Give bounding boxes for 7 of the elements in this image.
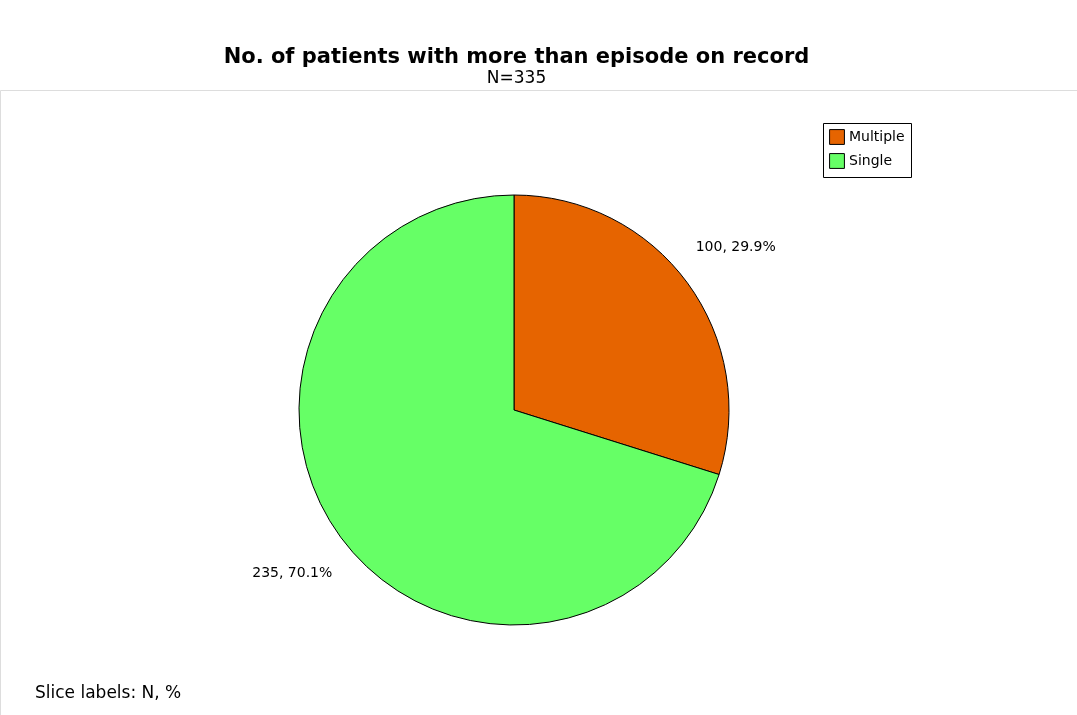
data-label: 235, 70.1%: [252, 563, 333, 580]
text: Slice labels: N, %: [35, 682, 182, 702]
legend-label: Multiple: [849, 128, 905, 144]
data-label: 100, 29.9%: [695, 238, 776, 255]
legend-label: Single: [849, 152, 893, 168]
chart-subtitle: N=335: [486, 67, 547, 87]
chart-title: No. of patients with more than episode on record: [223, 44, 810, 68]
